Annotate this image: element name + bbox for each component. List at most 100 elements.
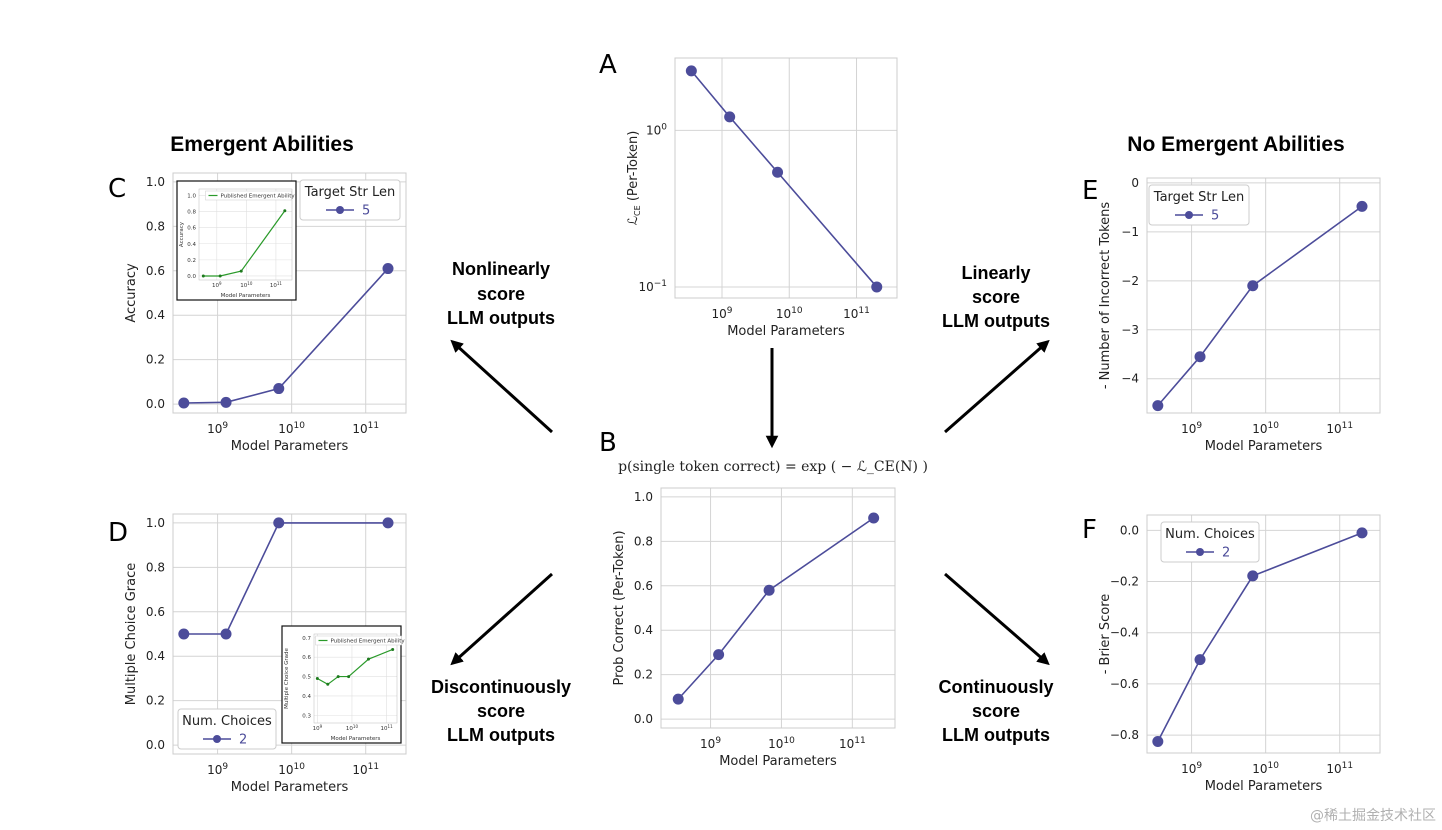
y-tick-label: −1 bbox=[1121, 225, 1139, 239]
y-axis-label: - Number of Incorrect Tokens bbox=[1098, 202, 1113, 390]
data-point bbox=[1247, 570, 1259, 582]
inset-x-tick-label: 109 bbox=[212, 281, 222, 289]
inset-x-tick-label: 1011 bbox=[381, 724, 394, 732]
y-tick-label: 0.2 bbox=[634, 668, 653, 682]
y-tick-label: 0 bbox=[1131, 176, 1139, 190]
label-line: score bbox=[477, 701, 525, 721]
y-tick-label: −0.2 bbox=[1110, 575, 1139, 589]
inset-y-tick-label: 0.3 bbox=[302, 713, 311, 719]
plot-frame bbox=[1146, 177, 1381, 414]
inset-y-tick-label: 0.2 bbox=[187, 258, 196, 264]
y-tick-label: 10−1 bbox=[638, 279, 667, 294]
label-line: score bbox=[477, 284, 525, 304]
y-tick-label: 0.8 bbox=[146, 560, 165, 574]
x-tick-label: 1010 bbox=[1252, 421, 1279, 436]
inset-y-tick-label: 0.4 bbox=[187, 242, 196, 248]
legend-marker bbox=[336, 206, 344, 214]
series-line bbox=[690, 70, 878, 288]
panel-e: E 109 1010 1011 0 −1 −2 −3 −4 Model Parameters - N… bbox=[1082, 176, 1381, 454]
y-tick-label: 0.2 bbox=[146, 694, 165, 708]
data-point bbox=[220, 396, 232, 408]
x-tick-label: 1010 bbox=[1252, 761, 1279, 776]
label-line: Linearly bbox=[961, 263, 1030, 283]
x-tick-label: 1011 bbox=[839, 736, 866, 751]
y-axis-label: Multiple Choice Grace bbox=[124, 563, 139, 705]
y-tick-label: 0.0 bbox=[146, 397, 165, 411]
inset-chart: 109 1010 1011 0.0 0.2 0.4 0.6 0.8 1.0 Published E… bbox=[176, 180, 297, 301]
inset-data-point bbox=[347, 675, 351, 679]
x-tick-label: 1010 bbox=[278, 762, 305, 777]
inset-y-tick-label: 0.6 bbox=[302, 655, 311, 661]
plot-frame bbox=[172, 172, 407, 414]
inset-legend-box bbox=[205, 190, 292, 201]
label-discontinuously-score: Discontinuously score LLM outputs bbox=[431, 677, 571, 745]
legend-title: Target Str Len bbox=[304, 185, 395, 200]
legend: Num. Choices 2 bbox=[177, 708, 277, 750]
label-linearly-score: Linearly score LLM outputs bbox=[942, 263, 1050, 331]
x-axis-label: Model Parameters bbox=[727, 324, 845, 339]
arrow-to-f bbox=[944, 572, 1050, 666]
legend: Target Str Len 5 bbox=[1148, 184, 1250, 226]
y-tick-label: 0.6 bbox=[146, 264, 165, 278]
y-tick-label: 0.6 bbox=[634, 579, 653, 593]
inset-y-tick-label: 1.0 bbox=[187, 193, 196, 199]
series-line bbox=[677, 517, 875, 700]
label-nonlinearly-score: Nonlinearly score LLM outputs bbox=[447, 259, 555, 328]
legend-title: Num. Choices bbox=[182, 714, 272, 729]
legend-marker bbox=[213, 735, 221, 743]
y-tick-label: −3 bbox=[1121, 323, 1139, 337]
arrow-to-e bbox=[944, 339, 1050, 434]
y-axis-label: - Brier Score bbox=[1098, 594, 1113, 675]
inset-data-point bbox=[283, 209, 287, 213]
data-point bbox=[868, 512, 880, 524]
inset-plot-frame bbox=[198, 188, 293, 281]
inset-x-tick-label: 1010 bbox=[240, 281, 253, 289]
data-point bbox=[273, 383, 285, 395]
panel-letter: C bbox=[108, 174, 126, 204]
plot-frame bbox=[660, 487, 896, 729]
x-axis-label: Model Parameters bbox=[719, 754, 837, 769]
plot-frame bbox=[172, 513, 407, 755]
panel-letter: B bbox=[599, 428, 617, 458]
x-tick-label: 1010 bbox=[768, 736, 795, 751]
y-axis-label: Prob Correct (Per-Token) bbox=[612, 530, 627, 685]
plot-frame bbox=[674, 57, 898, 299]
formula: p(single token correct) = exp ( − ℒ_CE(N… bbox=[618, 459, 928, 475]
x-tick-label: 109 bbox=[1181, 761, 1202, 776]
y-tick-label: 100 bbox=[646, 122, 667, 137]
label-line: LLM outputs bbox=[447, 308, 555, 328]
arrow-to-d bbox=[450, 572, 554, 666]
series-line bbox=[1157, 205, 1363, 407]
legend-box bbox=[177, 708, 277, 750]
inset-y-axis-label: Accuracy bbox=[179, 221, 185, 247]
y-tick-label: −2 bbox=[1121, 274, 1139, 288]
inset-y-tick-label: 0.8 bbox=[187, 210, 196, 216]
x-tick-label: 1011 bbox=[352, 762, 379, 777]
legend-entry: 5 bbox=[1211, 209, 1219, 224]
y-tick-label: −0.8 bbox=[1110, 728, 1139, 742]
inset-x-tick-label: 1011 bbox=[270, 281, 283, 289]
data-point bbox=[178, 397, 190, 409]
label-line: Continuously bbox=[939, 677, 1054, 697]
inset-data-point bbox=[239, 269, 243, 273]
legend: Target Str Len 5 bbox=[299, 179, 401, 221]
x-axis-label: Model Parameters bbox=[1205, 779, 1323, 794]
data-point bbox=[382, 263, 394, 275]
data-point bbox=[713, 649, 725, 661]
inset-legend-box bbox=[315, 635, 402, 646]
data-point bbox=[1247, 280, 1259, 292]
inset-y-tick-label: 0.6 bbox=[187, 226, 196, 232]
legend: Num. Choices 2 bbox=[1160, 521, 1260, 563]
y-tick-label: 1.0 bbox=[634, 490, 653, 504]
data-point bbox=[220, 628, 232, 640]
data-point bbox=[178, 628, 190, 640]
data-point bbox=[382, 517, 394, 529]
legend-entry: 2 bbox=[1222, 546, 1230, 561]
data-point bbox=[724, 111, 736, 123]
inset-data-point bbox=[315, 677, 319, 680]
data-point bbox=[1356, 527, 1368, 539]
x-tick-label: 1010 bbox=[776, 306, 803, 321]
x-axis-label: Model Parameters bbox=[231, 439, 349, 454]
x-tick-label: 109 bbox=[711, 306, 732, 321]
